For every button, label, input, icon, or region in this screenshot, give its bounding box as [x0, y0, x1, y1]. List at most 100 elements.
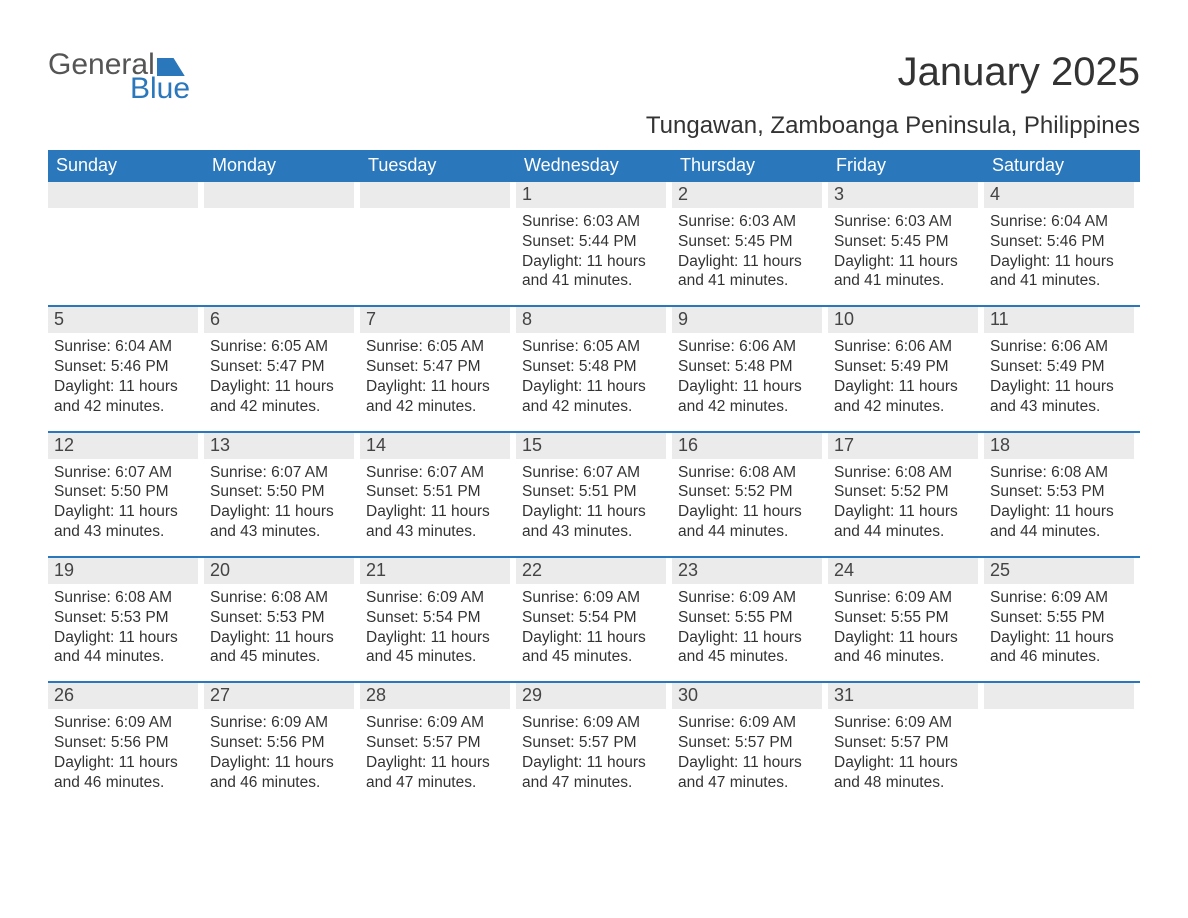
day-number: 6: [204, 307, 354, 333]
day-number: 7: [360, 307, 510, 333]
day-number: 16: [672, 433, 822, 459]
week-row: 5Sunrise: 6:04 AMSunset: 5:46 PMDaylight…: [48, 305, 1140, 416]
sunset-text: Sunset: 5:49 PM: [834, 357, 978, 377]
sunset-text: Sunset: 5:50 PM: [54, 482, 198, 502]
daylight-text: Daylight: 11 hours and 42 minutes.: [678, 377, 822, 417]
day-header-row: Sunday Monday Tuesday Wednesday Thursday…: [48, 150, 1140, 182]
day-cell: 14Sunrise: 6:07 AMSunset: 5:51 PMDayligh…: [360, 433, 516, 542]
daylight-text: Daylight: 11 hours and 43 minutes.: [210, 502, 354, 542]
day-number: [204, 182, 354, 208]
day-cell: 7Sunrise: 6:05 AMSunset: 5:47 PMDaylight…: [360, 307, 516, 416]
day-number: 30: [672, 683, 822, 709]
sunrise-text: Sunrise: 6:03 AM: [678, 212, 822, 232]
day-cell: 3Sunrise: 6:03 AMSunset: 5:45 PMDaylight…: [828, 182, 984, 291]
sunset-text: Sunset: 5:57 PM: [366, 733, 510, 753]
daylight-text: Daylight: 11 hours and 45 minutes.: [366, 628, 510, 668]
day-cell: 5Sunrise: 6:04 AMSunset: 5:46 PMDaylight…: [48, 307, 204, 416]
sunrise-text: Sunrise: 6:03 AM: [834, 212, 978, 232]
day-info: Sunrise: 6:06 AMSunset: 5:49 PMDaylight:…: [828, 333, 978, 416]
sunrise-text: Sunrise: 6:04 AM: [990, 212, 1134, 232]
logo-text-blue: Blue: [130, 74, 190, 104]
flag-icon: [157, 58, 185, 76]
daylight-text: Daylight: 11 hours and 44 minutes.: [834, 502, 978, 542]
daylight-text: Daylight: 11 hours and 42 minutes.: [210, 377, 354, 417]
sunrise-text: Sunrise: 6:07 AM: [366, 463, 510, 483]
sunrise-text: Sunrise: 6:07 AM: [210, 463, 354, 483]
day-number: 31: [828, 683, 978, 709]
sunrise-text: Sunrise: 6:05 AM: [210, 337, 354, 357]
day-cell: [204, 182, 360, 291]
day-info: Sunrise: 6:09 AMSunset: 5:56 PMDaylight:…: [48, 709, 198, 792]
day-cell: 12Sunrise: 6:07 AMSunset: 5:50 PMDayligh…: [48, 433, 204, 542]
day-info: [204, 208, 354, 212]
day-info: Sunrise: 6:06 AMSunset: 5:48 PMDaylight:…: [672, 333, 822, 416]
dayheader-friday: Friday: [828, 150, 984, 182]
sunset-text: Sunset: 5:55 PM: [990, 608, 1134, 628]
day-number: 21: [360, 558, 510, 584]
daylight-text: Daylight: 11 hours and 43 minutes.: [54, 502, 198, 542]
day-cell: 28Sunrise: 6:09 AMSunset: 5:57 PMDayligh…: [360, 683, 516, 792]
dayheader-sunday: Sunday: [48, 150, 204, 182]
sunset-text: Sunset: 5:53 PM: [54, 608, 198, 628]
day-cell: 20Sunrise: 6:08 AMSunset: 5:53 PMDayligh…: [204, 558, 360, 667]
day-info: [984, 709, 1134, 713]
day-cell: 31Sunrise: 6:09 AMSunset: 5:57 PMDayligh…: [828, 683, 984, 792]
sunset-text: Sunset: 5:48 PM: [522, 357, 666, 377]
dayheader-tuesday: Tuesday: [360, 150, 516, 182]
daylight-text: Daylight: 11 hours and 44 minutes.: [678, 502, 822, 542]
sunset-text: Sunset: 5:45 PM: [678, 232, 822, 252]
daylight-text: Daylight: 11 hours and 42 minutes.: [54, 377, 198, 417]
day-number: 22: [516, 558, 666, 584]
sunrise-text: Sunrise: 6:09 AM: [366, 588, 510, 608]
day-number: 8: [516, 307, 666, 333]
day-number: 28: [360, 683, 510, 709]
day-info: Sunrise: 6:06 AMSunset: 5:49 PMDaylight:…: [984, 333, 1134, 416]
daylight-text: Daylight: 11 hours and 47 minutes.: [366, 753, 510, 793]
day-number: 23: [672, 558, 822, 584]
day-cell: [48, 182, 204, 291]
sunset-text: Sunset: 5:53 PM: [210, 608, 354, 628]
day-info: Sunrise: 6:09 AMSunset: 5:56 PMDaylight:…: [204, 709, 354, 792]
daylight-text: Daylight: 11 hours and 41 minutes.: [990, 252, 1134, 292]
day-cell: 10Sunrise: 6:06 AMSunset: 5:49 PMDayligh…: [828, 307, 984, 416]
daylight-text: Daylight: 11 hours and 41 minutes.: [678, 252, 822, 292]
sunset-text: Sunset: 5:57 PM: [522, 733, 666, 753]
day-number: 4: [984, 182, 1134, 208]
day-number: [360, 182, 510, 208]
sunset-text: Sunset: 5:47 PM: [210, 357, 354, 377]
day-info: Sunrise: 6:08 AMSunset: 5:52 PMDaylight:…: [828, 459, 978, 542]
dayheader-saturday: Saturday: [984, 150, 1140, 182]
day-info: Sunrise: 6:09 AMSunset: 5:55 PMDaylight:…: [984, 584, 1134, 667]
sunrise-text: Sunrise: 6:07 AM: [522, 463, 666, 483]
day-number: 11: [984, 307, 1134, 333]
day-info: Sunrise: 6:09 AMSunset: 5:57 PMDaylight:…: [672, 709, 822, 792]
sunrise-text: Sunrise: 6:09 AM: [678, 713, 822, 733]
sunrise-text: Sunrise: 6:06 AM: [990, 337, 1134, 357]
day-info: Sunrise: 6:08 AMSunset: 5:53 PMDaylight:…: [984, 459, 1134, 542]
day-info: Sunrise: 6:09 AMSunset: 5:57 PMDaylight:…: [828, 709, 978, 792]
day-info: Sunrise: 6:03 AMSunset: 5:44 PMDaylight:…: [516, 208, 666, 291]
day-cell: 29Sunrise: 6:09 AMSunset: 5:57 PMDayligh…: [516, 683, 672, 792]
day-info: Sunrise: 6:03 AMSunset: 5:45 PMDaylight:…: [828, 208, 978, 291]
sunrise-text: Sunrise: 6:06 AM: [678, 337, 822, 357]
weeks-container: 1Sunrise: 6:03 AMSunset: 5:44 PMDaylight…: [48, 182, 1140, 793]
day-number: 12: [48, 433, 198, 459]
day-cell: 22Sunrise: 6:09 AMSunset: 5:54 PMDayligh…: [516, 558, 672, 667]
header: General Blue January 2025: [48, 50, 1140, 104]
daylight-text: Daylight: 11 hours and 47 minutes.: [678, 753, 822, 793]
day-cell: 11Sunrise: 6:06 AMSunset: 5:49 PMDayligh…: [984, 307, 1140, 416]
sunrise-text: Sunrise: 6:03 AM: [522, 212, 666, 232]
day-cell: 4 Sunrise: 6:04 AMSunset: 5:46 PMDaylight…: [984, 182, 1140, 291]
sunset-text: Sunset: 5:56 PM: [54, 733, 198, 753]
daylight-text: Daylight: 11 hours and 44 minutes.: [54, 628, 198, 668]
sunset-text: Sunset: 5:46 PM: [990, 232, 1134, 252]
sunset-text: Sunset: 5:48 PM: [678, 357, 822, 377]
sunset-text: Sunset: 5:57 PM: [834, 733, 978, 753]
day-cell: 17Sunrise: 6:08 AMSunset: 5:52 PMDayligh…: [828, 433, 984, 542]
day-cell: 30Sunrise: 6:09 AMSunset: 5:57 PMDayligh…: [672, 683, 828, 792]
day-number: 25: [984, 558, 1134, 584]
daylight-text: Daylight: 11 hours and 41 minutes.: [834, 252, 978, 292]
sunrise-text: Sunrise: 6:09 AM: [990, 588, 1134, 608]
daylight-text: Daylight: 11 hours and 43 minutes.: [522, 502, 666, 542]
day-number: 26: [48, 683, 198, 709]
